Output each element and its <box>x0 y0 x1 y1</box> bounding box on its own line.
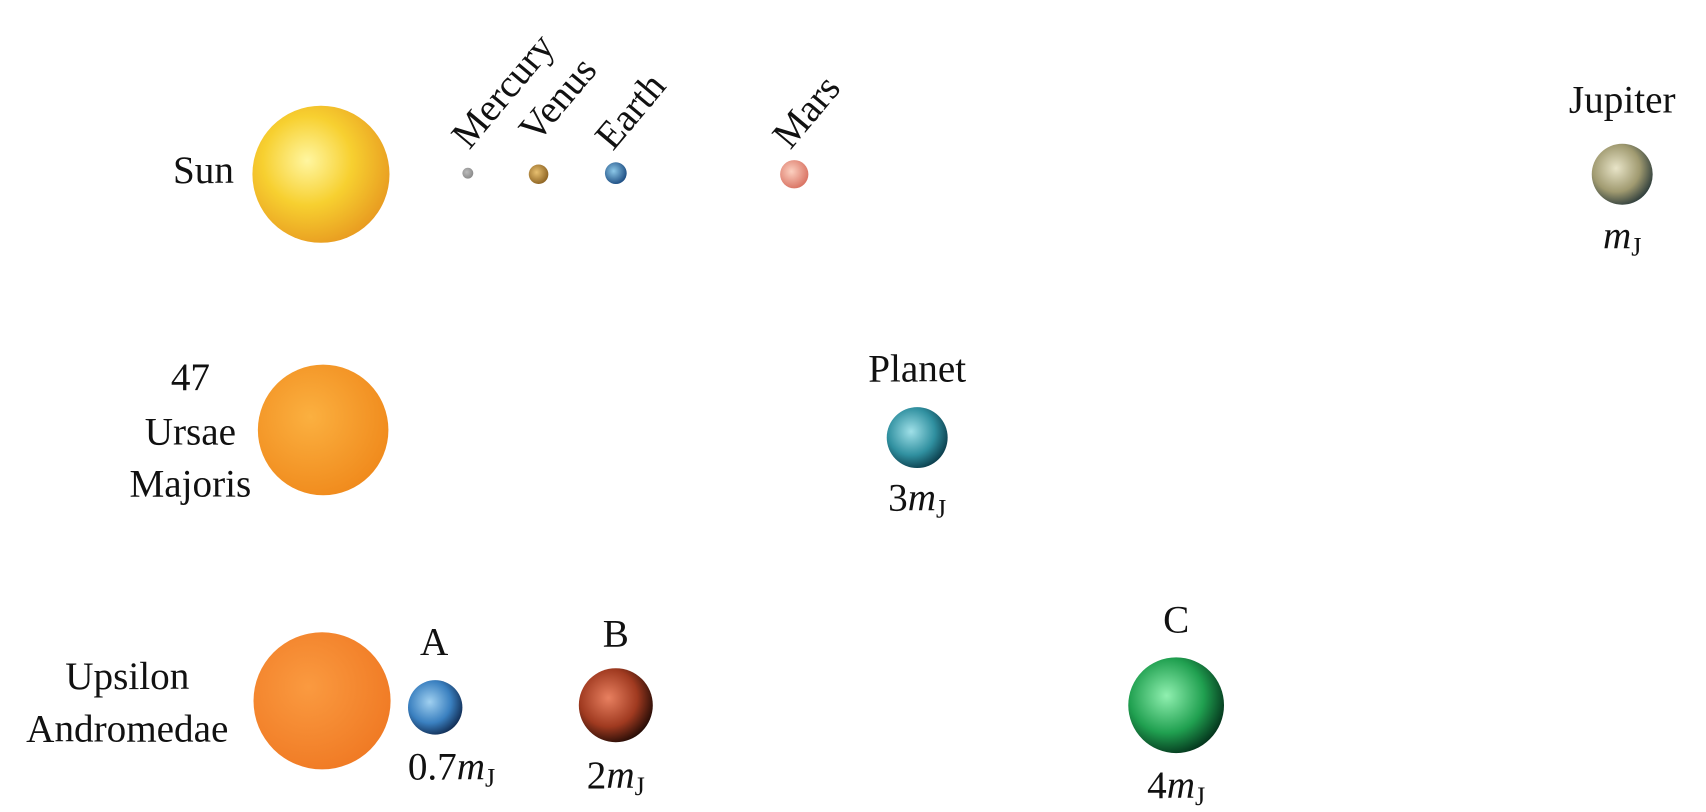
mass-subscript: J <box>1631 232 1641 261</box>
planet <box>780 160 809 189</box>
planet <box>1591 143 1653 205</box>
star-label: Ursae <box>145 410 236 453</box>
star-label: Majoris <box>129 463 251 506</box>
mass-subscript: J <box>485 763 495 792</box>
planet-mass: 0.7mJ <box>408 745 495 792</box>
planet-name: Jupiter <box>1569 79 1676 122</box>
star <box>253 632 391 770</box>
planet <box>604 162 627 185</box>
mass-symbol: m <box>1603 215 1631 258</box>
mass-coefficient: 4 <box>1147 764 1167 807</box>
planet <box>408 680 463 735</box>
mass-coefficient: 2 <box>587 754 607 797</box>
star <box>257 364 389 496</box>
mass-coefficient: 3 <box>888 477 908 520</box>
planet <box>886 407 948 469</box>
planet <box>462 167 474 179</box>
planet-name: Mars <box>764 67 849 156</box>
planetary-system: 47 Ursae Majoris Planet 3mJ <box>129 347 966 523</box>
mass-subscript: J <box>635 772 645 801</box>
mass-symbol: m <box>457 745 485 788</box>
planet-mass: 4mJ <box>1147 764 1205 811</box>
planet-mass: 2mJ <box>587 754 645 801</box>
star <box>252 105 390 243</box>
planet <box>1128 657 1225 754</box>
planet-name: C <box>1163 599 1189 642</box>
star-label: Sun <box>173 149 234 192</box>
planet-name: A <box>420 620 448 663</box>
mass-coefficient: 0.7 <box>408 745 457 788</box>
planet <box>578 668 653 743</box>
mass-symbol: m <box>908 477 936 520</box>
planet-mass: 3mJ <box>888 477 946 524</box>
star-label: Andromedae <box>26 707 228 750</box>
mass-symbol: m <box>1167 764 1195 807</box>
star-label: 47 <box>171 356 210 399</box>
planet-name: Planet <box>868 347 966 390</box>
mass-symbol: m <box>606 754 634 797</box>
planet-mass: mJ <box>1603 215 1641 262</box>
mass-subscript: J <box>1195 782 1205 811</box>
planet <box>528 164 549 185</box>
mass-subscript: J <box>936 495 946 524</box>
planet-name: B <box>603 613 629 656</box>
star-label: Upsilon <box>65 655 189 698</box>
